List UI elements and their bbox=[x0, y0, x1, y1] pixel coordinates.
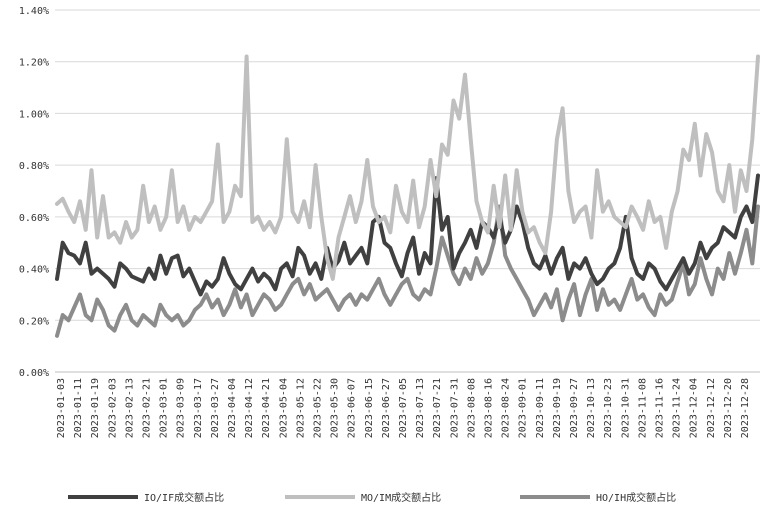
x-tick-label: 2023-11-24 bbox=[672, 378, 683, 438]
y-tick-label: 0.60% bbox=[19, 213, 49, 224]
x-tick-label: 2023-04-12 bbox=[244, 378, 255, 438]
x-tick-label: 2023-07-13 bbox=[415, 378, 426, 438]
x-tick-label: 2023-03-09 bbox=[176, 378, 187, 438]
series-line-1 bbox=[55, 173, 760, 297]
x-tick-label: 2023-12-28 bbox=[740, 378, 751, 438]
x-tick-label: 2023-08-16 bbox=[484, 378, 495, 438]
x-tick-label: 2023-05-22 bbox=[313, 378, 324, 438]
y-tick-label: 0.40% bbox=[19, 265, 49, 276]
x-tick-label: 2023-09-01 bbox=[518, 378, 529, 438]
x-tick-label: 2023-06-27 bbox=[381, 378, 392, 438]
legend-label: HO/IH成交额占比 bbox=[596, 491, 676, 504]
y-tick-label: 0.00% bbox=[19, 368, 49, 379]
x-tick-label: 2023-05-04 bbox=[278, 378, 289, 438]
x-tick-label: 2023-09-27 bbox=[569, 378, 580, 438]
x-tick-label: 2023-06-15 bbox=[364, 378, 375, 438]
x-tick-label: 2023-12-20 bbox=[723, 378, 734, 438]
x-tick-label: 2023-01-11 bbox=[73, 378, 84, 438]
series-line-3 bbox=[55, 204, 760, 338]
x-axis-ticks: 2023-01-03 2023-01-11 2023-01-19 2023-02-03… bbox=[56, 378, 751, 438]
x-tick-label: 2023-07-31 bbox=[449, 378, 460, 438]
legend: IO/IF成交额占比 MO/IM成交额占比 HO/IH成交额占比 bbox=[68, 491, 676, 504]
x-tick-label: 2023-07-21 bbox=[432, 378, 443, 438]
x-tick-label: 2023-04-21 bbox=[261, 378, 272, 438]
x-tick-label: 2023-11-08 bbox=[637, 378, 648, 438]
y-tick-label: 1.00% bbox=[19, 109, 49, 120]
x-tick-label: 2023-12-12 bbox=[706, 378, 717, 438]
x-tick-label: 2023-09-19 bbox=[552, 378, 563, 438]
x-tick-label: 2023-10-31 bbox=[620, 378, 631, 438]
x-tick-label: 2023-02-03 bbox=[107, 378, 118, 438]
x-tick-label: 2023-10-13 bbox=[586, 378, 597, 438]
x-tick-label: 2023-05-30 bbox=[330, 378, 341, 438]
x-tick-label: 2023-01-03 bbox=[56, 378, 67, 438]
legend-label: IO/IF成交额占比 bbox=[144, 491, 224, 504]
x-tick-label: 2023-07-05 bbox=[398, 378, 409, 438]
x-tick-label: 2023-06-07 bbox=[347, 378, 358, 438]
y-tick-label: 1.40% bbox=[19, 6, 49, 17]
x-tick-label: 2023-03-27 bbox=[210, 378, 221, 438]
x-tick-label: 2023-10-23 bbox=[603, 378, 614, 438]
y-axis-ticks: 0.00% 0.20% 0.40% 0.60% 0.80% 1.00% 1.20% 1.40% bbox=[19, 6, 49, 379]
x-tick-label: 2023-02-13 bbox=[124, 378, 135, 438]
x-tick-label: 2023-01-19 bbox=[90, 378, 101, 438]
x-tick-label: 2023-04-04 bbox=[227, 378, 238, 438]
series-line-2 bbox=[55, 54, 760, 281]
y-tick-label: 1.20% bbox=[19, 58, 49, 69]
y-tick-label: 0.80% bbox=[19, 161, 49, 172]
x-tick-label: 2023-02-21 bbox=[142, 378, 153, 438]
x-tick-label: 2023-03-17 bbox=[193, 378, 204, 438]
y-tick-label: 0.20% bbox=[19, 316, 49, 327]
x-tick-label: 2023-09-11 bbox=[535, 378, 546, 438]
x-tick-label: 2023-11-16 bbox=[655, 378, 666, 438]
legend-label: MO/IM成交额占比 bbox=[361, 491, 441, 504]
x-tick-label: 2023-03-01 bbox=[159, 378, 170, 438]
x-tick-label: 2023-05-12 bbox=[295, 378, 306, 438]
series-lines bbox=[55, 54, 760, 338]
grid-lines bbox=[55, 9, 760, 373]
x-tick-label: 2023-08-24 bbox=[501, 378, 512, 438]
x-tick-label: 2023-08-08 bbox=[466, 378, 477, 438]
x-tick-label: 2023-12-04 bbox=[689, 378, 700, 438]
